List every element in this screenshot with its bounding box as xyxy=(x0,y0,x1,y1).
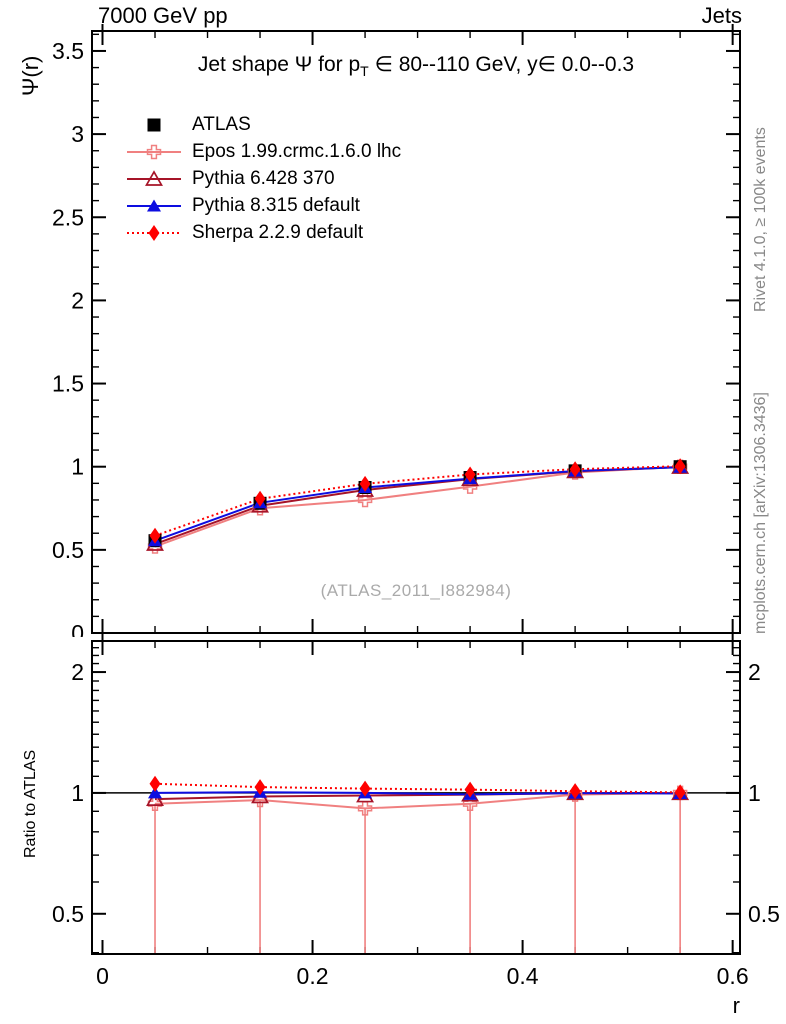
beam-energy-title: 7000 GeV pp xyxy=(98,3,228,28)
legend-marker-glyph xyxy=(147,118,161,131)
analysis-id-watermark: (ATLAS_2011_I882984) xyxy=(320,581,512,600)
main-y-tick-label: 1.5 xyxy=(52,371,84,397)
main-marker-epos xyxy=(357,492,373,508)
ratio-line-pythia8 xyxy=(155,791,681,796)
main-line-pythia8 xyxy=(154,466,681,542)
main-panel-frame xyxy=(91,30,741,634)
ratio-marker-pythia6 xyxy=(461,785,480,802)
legend-item-epos: Epos 1.99.crmc.1.6.0 lhc xyxy=(126,138,401,165)
x-tick-label: 0.4 xyxy=(507,963,539,989)
legend-label: Sherpa 2.2.9 default xyxy=(192,221,364,243)
main-y-tick-label: 1 xyxy=(71,454,84,480)
ratio-y-tick-label: 2 xyxy=(748,659,761,685)
legend-label: Pythia 6.428 370 xyxy=(192,167,335,189)
ratio-marker-sherpa xyxy=(254,779,266,796)
ratio-y-tick-label: 0.5 xyxy=(52,901,84,927)
ratio-y-tick-label: 2 xyxy=(71,659,84,685)
ratio-y-tick-label: 0.5 xyxy=(748,901,780,927)
legend-marker-epos xyxy=(127,144,181,159)
ratio-panel-frame xyxy=(91,640,741,955)
main-y-tick-label: 0.5 xyxy=(52,537,84,563)
legend-label: ATLAS xyxy=(192,113,251,135)
ratio-y-axis-label: Ratio to ATLAS xyxy=(22,749,39,858)
main-y-zero-label: 0 xyxy=(71,620,84,646)
ratio-marker-epos xyxy=(147,796,163,811)
ratio-marker-sherpa xyxy=(464,781,476,798)
legend-label: Pythia 8.315 default xyxy=(192,194,360,216)
legend-label: Epos 1.99.crmc.1.6.0 lhc xyxy=(192,140,402,162)
legend-item-sherpa: Sherpa 2.2.9 default xyxy=(126,219,401,246)
ratio-line-sherpa xyxy=(154,782,681,794)
legend-item-atlas: ATLAS xyxy=(126,111,401,138)
main-y-tick-label: 3 xyxy=(71,121,84,147)
legend-marker-sherpa xyxy=(127,224,181,241)
ratio-marker-pythia8 xyxy=(148,786,163,799)
ratio-y-tick-label: 1 xyxy=(748,780,761,806)
legend-marker-glyph xyxy=(147,199,161,211)
plot-title-post: ∈ 80--110 GeV, y∈ 0.0--0.3 xyxy=(368,53,635,76)
x-tick-label: 0 xyxy=(96,963,109,989)
legend-marker-glyph xyxy=(145,169,163,186)
main-y-tick-label: 2 xyxy=(71,287,84,313)
plot-title-pre: Jet shape Ψ for p xyxy=(197,53,361,76)
ratio-marker-pythia6 xyxy=(146,790,164,806)
x-tick-label: 0.6 xyxy=(717,963,749,989)
ratio-marker-sherpa xyxy=(569,783,581,800)
ratio-y-tick-label: 1 xyxy=(71,780,84,806)
legend: ATLAS Epos 1.99.crmc.1.6.0 lhc Pythia 6.42… xyxy=(126,111,401,246)
x-axis-label: r xyxy=(732,993,740,1018)
ratio-line-epos xyxy=(154,791,681,810)
main-marker-sherpa xyxy=(674,458,686,475)
legend-marker-atlas xyxy=(147,118,161,131)
x-tick-label: 0.2 xyxy=(297,963,329,989)
mcplots-arxiv-note: mcplots.cern.ch [arXiv:1306.3436] xyxy=(752,392,769,634)
rivet-version-note: Rivet 4.1.0, ≥ 100k events xyxy=(752,127,769,312)
main-y-tick-label: 3.5 xyxy=(52,38,84,64)
ratio-marker-sherpa xyxy=(149,775,161,792)
main-marker-sherpa xyxy=(569,461,581,478)
main-marker-sherpa xyxy=(464,466,476,483)
main-marker-sherpa xyxy=(359,475,371,492)
main-y-axis-label: Ψ(r) xyxy=(18,55,43,96)
ratio-marker-epos xyxy=(357,801,373,816)
analysis-group-title: Jets xyxy=(701,3,742,28)
legend-marker-pythia8 xyxy=(127,199,181,211)
legend-item-pythia8: Pythia 8.315 default xyxy=(126,192,401,219)
ratio-marker-sherpa xyxy=(359,780,371,797)
legend-marker-pythia6 xyxy=(127,169,181,186)
main-marker-sherpa xyxy=(254,490,266,507)
plot-title: Jet shape Ψ for pT ∈ 80--110 GeV, y∈ 0.0… xyxy=(92,52,740,79)
legend-marker-glyph xyxy=(146,144,162,159)
main-marker-sherpa xyxy=(149,527,161,544)
main-y-tick-label: 2.5 xyxy=(52,204,84,230)
legend-item-pythia6: Pythia 6.428 370 xyxy=(126,165,401,192)
plot-title-subscript: T xyxy=(360,63,369,80)
ratio-marker-sherpa xyxy=(674,784,686,801)
main-line-sherpa xyxy=(154,465,681,537)
legend-marker-glyph xyxy=(148,224,160,241)
